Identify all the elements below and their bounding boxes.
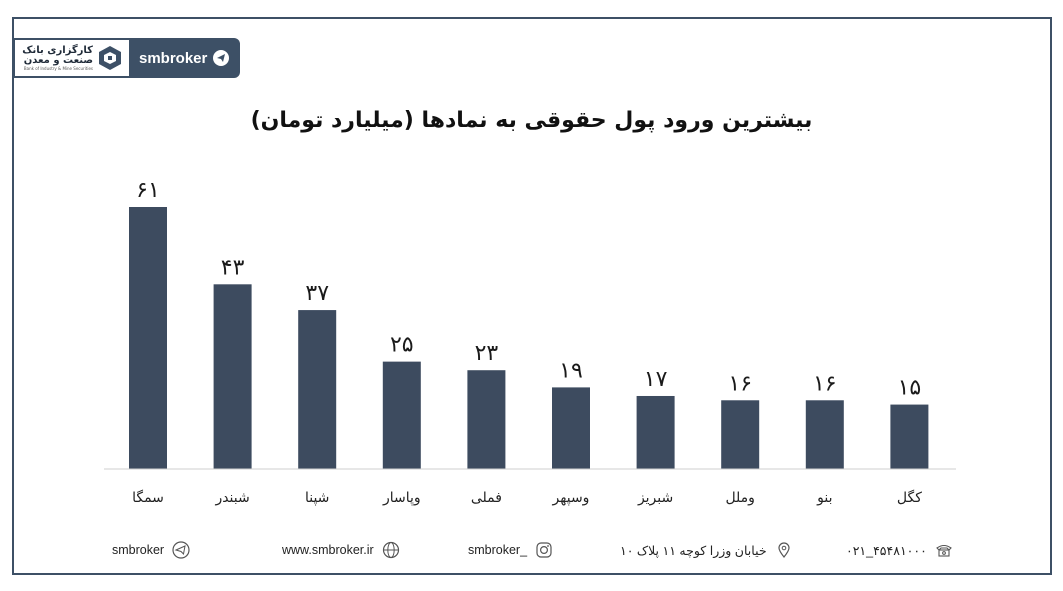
bar-1 [213, 284, 252, 469]
bar-6 [636, 395, 675, 469]
category-label-0: سمگا [132, 489, 164, 506]
brand-logo-line1: کارگزاری بانک [22, 44, 93, 56]
chart-title: بیشترین ورود پول حقوقی به نمادها (میلیار… [250, 108, 813, 133]
value-label-5: ۱۹ [559, 358, 583, 383]
value-label-4: ۲۳ [475, 341, 499, 366]
bar-2 [298, 310, 337, 469]
brand-logo: کارگزاری بانک صنعت و معدن Bank of Indust… [13, 38, 131, 78]
brand-logo-line2: صنعت و معدن [23, 54, 93, 66]
footer-instagram-text: smbroker_ [468, 543, 528, 557]
category-label-1: شبندر [214, 490, 249, 506]
footer-website-text: www.smbroker.ir [282, 543, 374, 557]
footer-phone-text: ۰۲۱_۴۵۴۸۱۰۰۰ [846, 543, 927, 558]
bar-0 [129, 207, 167, 469]
category-label-2: شپنا [305, 490, 329, 506]
footer-phone: ۰۲۱_۴۵۴۸۱۰۰۰ [846, 541, 953, 559]
value-label-3: ۲۵ [390, 333, 414, 358]
bar-7 [721, 400, 760, 469]
value-label-6: ۱۷ [644, 367, 668, 392]
category-label-7: وملل [725, 490, 755, 506]
bar-3 [382, 361, 421, 469]
globe-icon [382, 541, 399, 559]
category-label-8: بنو [816, 490, 832, 506]
footer-address-text: خیابان وزرا کوچه ۱۱ پلاک ۱۰ [620, 543, 767, 558]
category-label-4: فملی [471, 490, 502, 506]
category-label-3: وپاسار [382, 490, 421, 506]
brand-badge: کارگزاری بانک صنعت و معدن Bank of Indust… [13, 38, 240, 78]
phone-icon [935, 544, 952, 557]
value-label-0: ۶۱ [136, 178, 160, 203]
brand-logo-line3: Bank of Industry & Mine Securities [23, 65, 93, 71]
telegram-badge-icon [213, 50, 230, 66]
brand-channel-name: smbroker [139, 49, 208, 67]
category-label-9: کگل [897, 489, 922, 506]
footer-address: خیابان وزرا کوچه ۱۱ پلاک ۱۰ [620, 541, 793, 559]
footer-telegram-text: smbroker [112, 543, 165, 557]
brand-logo-text: کارگزاری بانک صنعت و معدن Bank of Indust… [22, 44, 93, 71]
value-label-9: ۱۵ [898, 376, 922, 401]
value-label-8: ۱۶ [813, 371, 837, 396]
value-label-7: ۱۶ [728, 371, 752, 396]
category-label-6: شبریز [637, 490, 673, 506]
footer-telegram[interactable]: smbroker [112, 541, 190, 559]
bar-9 [890, 404, 929, 469]
location-pin-icon [777, 542, 790, 558]
telegram-icon [172, 541, 190, 559]
footer-instagram[interactable]: smbroker_ [468, 541, 553, 559]
value-label-2: ۳۷ [305, 281, 329, 306]
value-label-1: ۴۳ [221, 255, 245, 280]
instagram-icon [536, 542, 552, 558]
category-label-5: وسپهر [552, 490, 590, 506]
cube-logo-icon [99, 46, 121, 70]
chart-frame [12, 17, 1052, 575]
bar-4 [467, 370, 506, 469]
footer-website[interactable]: www.smbroker.ir [282, 541, 400, 559]
bar-5 [552, 387, 590, 469]
bar-8 [805, 400, 844, 469]
